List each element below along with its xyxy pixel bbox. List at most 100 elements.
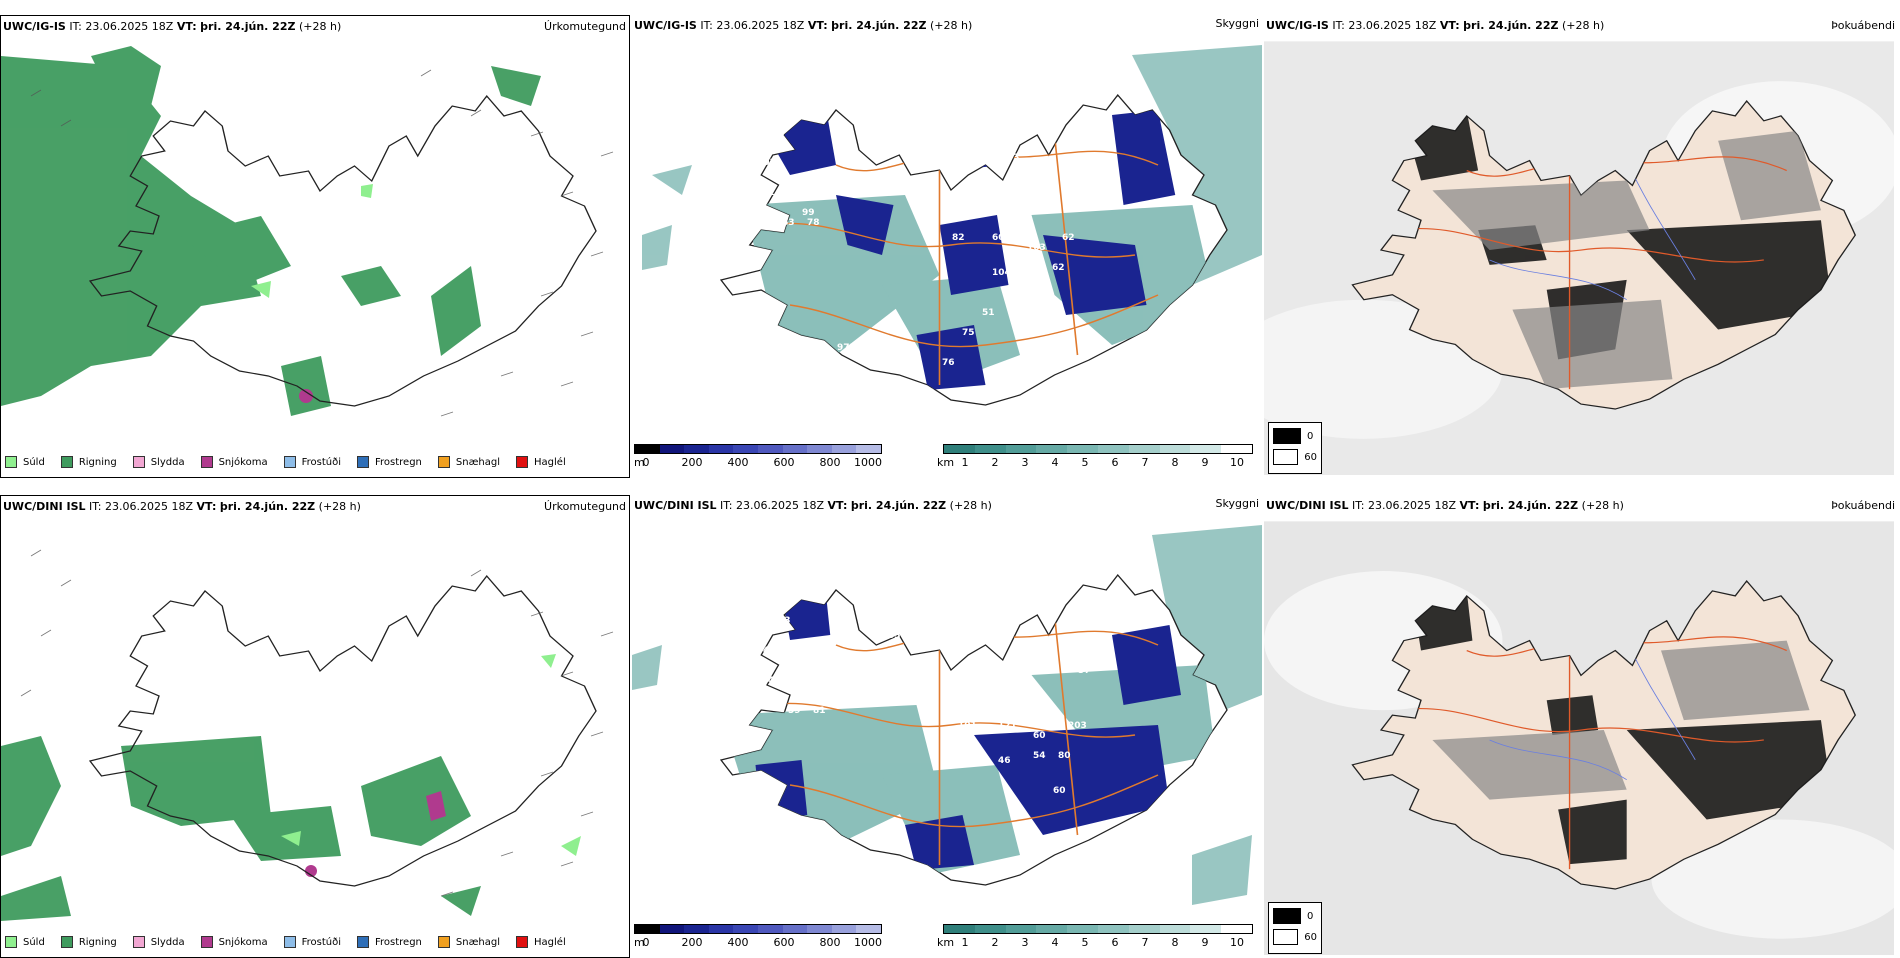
legend-item: Rigning: [60, 456, 117, 468]
cloud-base-value: 75: [962, 328, 975, 338]
cloud-base-value: 54: [1033, 751, 1046, 761]
legend-item: Slydda: [132, 456, 185, 468]
scale-tick: 400: [727, 456, 749, 469]
legend-item: Snjókoma: [200, 936, 268, 948]
cloud-base-value: 65: [902, 178, 915, 188]
cloud-base-value: 76: [942, 358, 955, 368]
legend-item: Rigning: [60, 936, 117, 948]
cloud-base-value: 99: [802, 208, 815, 218]
scale-tick: 0: [642, 456, 650, 469]
cloud-base-value: 93: [1007, 153, 1020, 163]
scale-tick: 2: [991, 936, 999, 949]
cloud-base-value: 51: [747, 128, 760, 138]
legend-swatch: [516, 936, 529, 948]
legend-label: Slydda: [150, 936, 185, 948]
panel-header: UWC/DINI ISL IT: 23.06.2025 18Z VT: þri.…: [634, 499, 1260, 513]
fog-legend-item: 0: [1273, 908, 1317, 924]
scale-tick: 7: [1141, 936, 1149, 949]
scale-tick: 400: [727, 936, 749, 949]
fog-legend-label: 0: [1307, 910, 1314, 922]
lead-time: (+28 h): [298, 20, 342, 33]
scale-tick: 1000: [854, 936, 882, 949]
it-value: 23.06.2025 18Z: [85, 20, 174, 33]
scale-tick: 3: [1021, 936, 1029, 949]
fog-swatch: [1273, 428, 1301, 444]
cloud-base-value: 55: [888, 631, 901, 641]
legend-swatch: [283, 456, 296, 468]
fog-legend-label: 0: [1307, 430, 1314, 442]
vt-value: þri. 24.jún. 22Z: [1463, 19, 1559, 32]
legend-swatch: [437, 936, 450, 948]
legend-label: Súld: [23, 936, 45, 948]
cloud-base-value: 975: [837, 343, 856, 353]
cloud-base-colorbar: [634, 924, 882, 934]
cloud-base-ticks: m 0 200 400 600 800 1000: [634, 936, 882, 950]
fog-legend-item: 60: [1273, 449, 1317, 465]
it-label: IT:: [720, 499, 733, 512]
panel-visibility-igis: UWC/IG-IS IT: 23.06.2025 18Z VT: þri. 24…: [632, 15, 1262, 478]
cloud-base-value: 66: [782, 358, 795, 368]
cloud-base-value: 83: [908, 666, 921, 676]
cloud-base-value: 60: [1013, 641, 1026, 651]
legend-swatch: [5, 936, 17, 948]
scale-tick: 200: [681, 456, 703, 469]
cloud-base-value: 60: [727, 138, 740, 148]
legend-swatch: [5, 456, 17, 468]
legend-label: Rigning: [78, 936, 117, 948]
precip-legend: Súld Rigning Slydda Snjókoma Frostúði Fr…: [5, 455, 582, 469]
fog-legend: 0 60: [1268, 902, 1322, 954]
legend-swatch: [200, 936, 213, 948]
fog-legend-label: 60: [1304, 451, 1317, 463]
model-label: UWC/DINI ISL: [634, 499, 717, 512]
legend-item: Frostúði: [283, 456, 341, 468]
cloud-base-value: 51: [982, 308, 995, 318]
panel-type-label: Þokuábendi: [1831, 499, 1895, 512]
precip-map: [1, 46, 614, 417]
scale-tick: 9: [1201, 456, 1209, 469]
legend-swatch: [132, 936, 145, 948]
legend-label: Haglél: [534, 456, 566, 468]
cloud-base-value: 121: [998, 721, 1017, 731]
cloud-base-value: 96: [808, 696, 821, 706]
scale-tick: 4: [1051, 936, 1059, 949]
vt-value: þri. 24.jún. 22Z: [850, 499, 947, 512]
legend-label: Haglél: [534, 936, 566, 948]
cloud-base-value: 203: [1068, 721, 1087, 731]
cloud-base-value: 151: [1032, 338, 1051, 348]
vt-label: VT:: [827, 499, 848, 512]
panel-fog-igis: UWC/IG-IS IT: 23.06.2025 18Z VT: þri. 24…: [1264, 15, 1898, 478]
legend-item: Frostregn: [357, 936, 422, 948]
scale-tick: 6: [1111, 456, 1119, 469]
scale-tick: 4: [1051, 456, 1059, 469]
panel-type-label: Þokuábendi: [1831, 19, 1895, 32]
legend-item: Haglél: [516, 936, 566, 948]
legend-label: Súld: [23, 456, 45, 468]
cloud-base-value: 48: [1048, 606, 1061, 616]
panel-precip-type-dini: UWC/DINI ISL IT: 23.06.2025 18Z VT: þri.…: [0, 495, 630, 958]
visibility-colorbar: [943, 924, 1253, 934]
scale-unit: km: [937, 456, 955, 469]
panel-type-label: Úrkomutegund: [544, 20, 626, 33]
cloud-base-value: 54: [922, 148, 935, 158]
panel-fog-dini: UWC/DINI ISL IT: 23.06.2025 18Z VT: þri.…: [1264, 495, 1898, 958]
cloud-base-value: 62: [1062, 233, 1075, 243]
vt-label: VT:: [1459, 499, 1480, 512]
scale-tick: 5: [1081, 936, 1089, 949]
cloud-base-value: 108: [1072, 178, 1091, 188]
cloud-base-value: 60: [992, 233, 1005, 243]
visibility-ticks: km 1 2 3 4 5 6 7 8 9 10: [937, 456, 1253, 470]
cloud-base-scale: m 0 200 400 600 800 1000: [634, 924, 882, 952]
legend-item: Snæhagl: [437, 456, 500, 468]
precip-map: [1, 549, 614, 921]
cloud-base-value: 103: [757, 158, 776, 168]
lead-time: (+28 h): [1581, 499, 1624, 512]
cloud-base-value: 62: [1052, 263, 1065, 273]
scale-unit: km: [937, 936, 955, 949]
cloud-base-value: 41: [802, 348, 815, 358]
scale-tick: 1: [961, 936, 969, 949]
panel-type-label: Skyggni: [1215, 17, 1259, 30]
it-value: 23.06.2025 18Z: [105, 500, 194, 513]
cloud-base-ticks: m 0 200 400 600 800 1000: [634, 456, 882, 470]
cloud-base-value: 101: [958, 721, 977, 731]
